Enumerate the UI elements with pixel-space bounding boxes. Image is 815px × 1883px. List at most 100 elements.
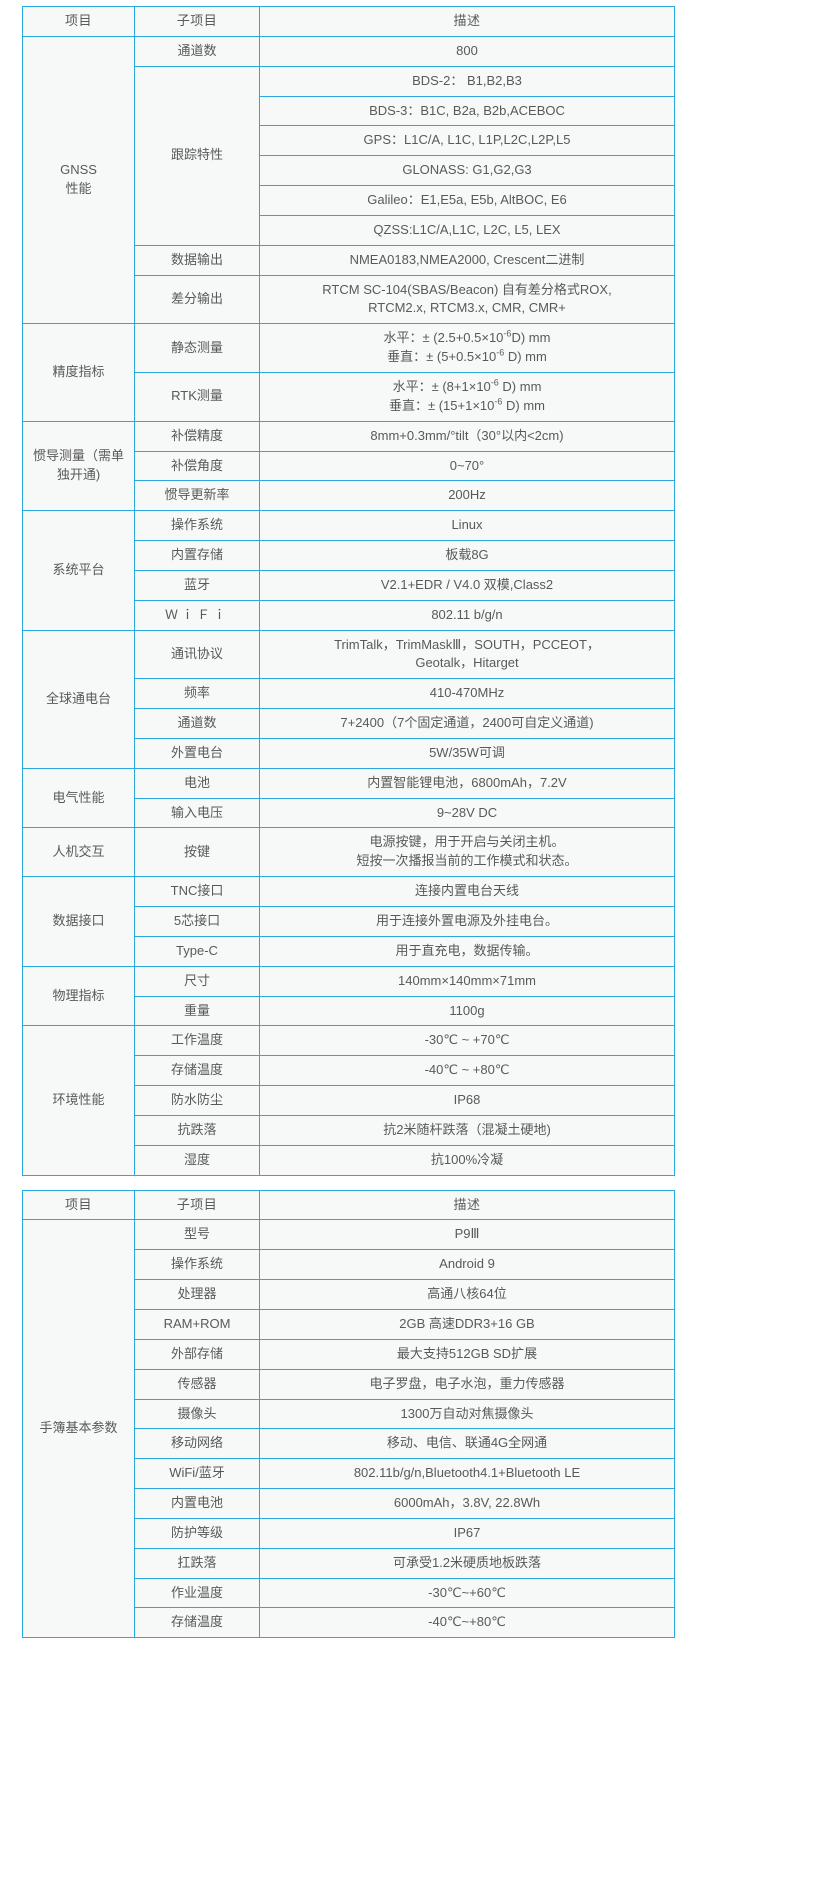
description-cell: 内置智能锂电池，6800mAh，7.2V <box>259 767 675 799</box>
header-cell-subitem: 子项目 <box>134 1189 260 1221</box>
description-line: V2.1+EDR / V4.0 双模,Class2 <box>380 576 554 592</box>
description-cell: 8mm+0.3mm/°tilt（30°以内<2cm) <box>259 420 675 452</box>
table-row: 移动网络 移动、电信、联通4G全网通 <box>23 1428 675 1460</box>
description-cell: NMEA0183,NMEA2000, Crescent二进制 <box>259 244 675 276</box>
description-cell: 水平：± (8+1×10-6 D) mm 垂直：± (15+1×10-6 D) m… <box>259 371 675 422</box>
description-line: Geotalk，Hitarget <box>415 655 519 671</box>
sub-item-cell: 通讯协议 <box>134 629 260 680</box>
table-header-row: 项目 子项目 描述 <box>22 1189 675 1221</box>
description-line: 5W/35W可调 <box>429 744 505 760</box>
table-row: 惯导更新率 200Hz <box>23 480 675 512</box>
description-line: NMEA0183,NMEA2000, Crescent二进制 <box>349 251 585 267</box>
table-row: 操作系统 Android 9 <box>23 1249 675 1281</box>
controller-spec-table: 项目 子项目 描述 手簿基本参数 型号 P9Ⅲ 操作系统 Android 9 处理器 高通八核64… <box>22 1189 675 1639</box>
group-label-cell: 电气性能 <box>22 767 135 829</box>
description-cell: 802.11 b/g/n <box>259 599 675 631</box>
description-cell: 高通八核64位 <box>259 1279 675 1310</box>
table-row: 摄像头 1300万自动对焦摄像头 <box>23 1398 675 1430</box>
description-cell: -40℃~+80℃ <box>259 1607 675 1639</box>
description-cell: 5W/35W可调 <box>259 737 675 769</box>
description-cell: Android 9 <box>259 1249 675 1281</box>
table-row: ＷｉＦｉ 802.11 b/g/n <box>23 599 675 631</box>
table-row: 防水防尘 IP68 <box>23 1085 675 1116</box>
description-line: 短按一次播报当前的工作模式和状态。 <box>356 853 578 869</box>
sub-item-cell: 内置电池 <box>134 1488 260 1519</box>
description-line: Galileo：E1,E5a, E5b, AltBOC, E6 <box>367 192 567 208</box>
table-row: 蓝牙 V2.1+EDR / V4.0 双模,Class2 <box>23 569 675 601</box>
description-line: 140mm×140mm×71mm <box>398 972 536 988</box>
description-cell: 最大支持512GB SD扩展 <box>259 1338 675 1370</box>
description-line: GPS：L1C/A, L1C, L1P,L2C,L2P,L5 <box>363 132 571 148</box>
description-line: -40℃ ~ +80℃ <box>424 1062 510 1078</box>
description-line: 802.11b/g/n,Bluetooth4.1+Bluetooth LE <box>353 1465 581 1481</box>
description-line: 200Hz <box>448 487 486 503</box>
description-cell: 可承受1.2米硬质地板跌落 <box>259 1547 675 1579</box>
description-cell: IP68 <box>259 1085 675 1116</box>
table-row: 湿度 抗100%冷凝 <box>23 1144 675 1176</box>
description-cell: 抗100%冷凝 <box>259 1144 675 1176</box>
description-line: 电源按键，用于开启与关闭主机。 <box>369 834 565 850</box>
description-line: 内置智能锂电池，6800mAh，7.2V <box>367 774 567 790</box>
table-row: 差分输出 RTCM SC-104(SBAS/Beacon) 自有差分格式ROX, R… <box>23 274 675 325</box>
table-row: 内置电池 6000mAh，3.8V, 22.8Wh <box>23 1488 675 1519</box>
sub-item-cell: 防护等级 <box>134 1517 260 1549</box>
table-row: 抗跌落 抗2米随杆跌落（混凝土硬地) <box>23 1114 675 1146</box>
sub-item-cell: WiFi/蓝牙 <box>134 1458 260 1490</box>
sub-item-cell: 内置存储 <box>134 540 260 571</box>
description-line: IP67 <box>453 1524 481 1540</box>
sub-item-cell: 电池 <box>134 767 260 799</box>
description-line: IP68 <box>453 1092 481 1108</box>
sub-item-cell: 湿度 <box>134 1144 260 1176</box>
table-row: BDS-3：B1C, B2a, B2b,ACEBOC <box>23 95 675 127</box>
sub-item-cell: 外部存储 <box>134 1338 260 1370</box>
table-row: 电气性能 电池 内置智能锂电池，6800mAh，7.2V <box>22 767 675 829</box>
description-cell: 电源按键，用于开启与关闭主机。 短按一次播报当前的工作模式和状态。 <box>259 827 675 878</box>
sub-item-cell: 尺寸 <box>134 965 260 997</box>
description-cell: 用于直充电，数据传输。 <box>259 935 675 967</box>
description-cell: 200Hz <box>259 480 675 512</box>
description-line: 连接内置电台天线 <box>414 883 519 899</box>
group-label-cell: 精度指标 <box>22 323 135 422</box>
table-row: 全球通电台 通讯协议 TrimTalk，TrimMaskⅢ，SOUTH，PCCEOT… <box>22 629 675 769</box>
sub-item-cell: Type-C <box>134 935 260 967</box>
sub-item-cell: 工作温度 <box>134 1025 260 1057</box>
table-row: 5芯接口 用于连接外置电源及外挂电台。 <box>23 906 675 937</box>
description-line: -30℃~+60℃ <box>428 1584 506 1600</box>
table-row: 重量 1100g <box>23 995 675 1027</box>
description-cell: -40℃ ~ +80℃ <box>259 1055 675 1087</box>
description-line: 8mm+0.3mm/°tilt（30°以内<2cm) <box>370 427 564 443</box>
table-row: 内置存储 板载8G <box>23 540 675 571</box>
sub-item-cell: 数据输出 <box>134 244 260 276</box>
header-cell-subitem: 子项目 <box>134 6 260 37</box>
description-cell: BDS-3：B1C, B2a, B2b,ACEBOC <box>259 95 675 127</box>
table-row: 存储温度 -40℃~+80℃ <box>23 1607 675 1639</box>
description-line: 抗2米随杆跌落（混凝土硬地) <box>383 1121 551 1137</box>
table-row: 防护等级 IP67 <box>23 1517 675 1549</box>
sub-item-cell: 存储温度 <box>134 1055 260 1087</box>
sub-item-cell: 操作系统 <box>134 510 260 542</box>
description-cell: 9~28V DC <box>259 797 675 829</box>
table-row: Type-C 用于直充电，数据传输。 <box>23 935 675 967</box>
description-line: TrimTalk，TrimMaskⅢ，SOUTH，PCCEOT， <box>334 636 600 652</box>
description-cell: Galileo：E1,E5a, E5b, AltBOC, E6 <box>259 185 675 216</box>
sub-item-cell: 摄像头 <box>134 1398 260 1430</box>
table-row: GLONASS: G1,G2,G3 <box>23 155 675 187</box>
table-row: GNSS 性能 通道数 800 <box>22 35 675 325</box>
table-row: 人机交互 按键 电源按键，用于开启与关闭主机。 短按一次播报当前的工作模式和状态。 <box>22 827 675 878</box>
description-line: 移动、电信、联通4G全网通 <box>386 1435 548 1451</box>
sub-item-cell: 存储温度 <box>134 1607 260 1639</box>
description-cell: 800 <box>259 35 675 67</box>
sub-item-cell: 静态测量 <box>134 323 260 373</box>
group-label-cell: 数据接口 <box>22 876 135 967</box>
description-cell: BDS-2： B1,B2,B3 <box>259 65 675 97</box>
description-cell: 连接内置电台天线 <box>259 876 675 907</box>
sub-item-cell: 通道数 <box>134 35 260 67</box>
sub-item-cell: 操作系统 <box>134 1249 260 1281</box>
sub-item-cell: 跟踪特性 <box>134 65 260 246</box>
table-row: 扛跌落 可承受1.2米硬质地板跌落 <box>23 1547 675 1579</box>
description-cell: 板载8G <box>259 540 675 571</box>
table-row: 处理器 高通八核64位 <box>23 1279 675 1310</box>
sub-item-cell: 差分输出 <box>134 274 260 325</box>
description-cell: IP67 <box>259 1517 675 1549</box>
sub-item-cell: 作业温度 <box>134 1577 260 1609</box>
